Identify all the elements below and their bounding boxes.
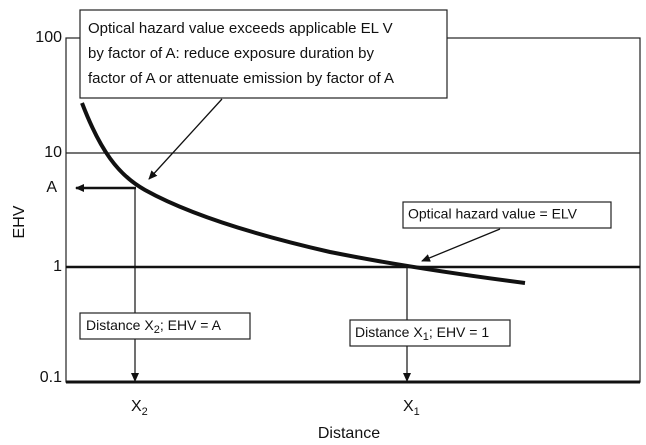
y-tick-label: 10 xyxy=(44,144,62,161)
distance-text: Distance X1; EHV = 1 xyxy=(355,324,489,343)
callout-box xyxy=(79,9,448,99)
y-tick-label: 0.1 xyxy=(40,369,62,386)
distance-text: Distance X2; EHV = A xyxy=(86,317,222,336)
callout-text: Optical hazard value exceeds applicable … xyxy=(88,20,393,37)
x-point-label: X2 xyxy=(131,398,148,418)
x-axis-label: Distance xyxy=(318,425,380,442)
callout-arrow xyxy=(421,228,501,262)
y-axis-label: EHV xyxy=(11,205,28,238)
y-tick-label: 1 xyxy=(53,258,62,275)
ehv-curve xyxy=(80,102,526,285)
distance-box xyxy=(79,312,251,340)
callout-box xyxy=(402,201,612,229)
callout-text: Optical hazard value = ELV xyxy=(408,206,578,222)
callout-text: by factor of A: reduce exposure duration… xyxy=(88,45,375,62)
y-tick-label: 100 xyxy=(35,29,62,46)
distance-box xyxy=(349,319,511,347)
x-point-label: X1 xyxy=(403,398,420,418)
callout-arrow xyxy=(148,98,223,180)
level-label: A xyxy=(46,179,57,196)
callout-text: factor of A or attenuate emission by fac… xyxy=(88,70,394,87)
